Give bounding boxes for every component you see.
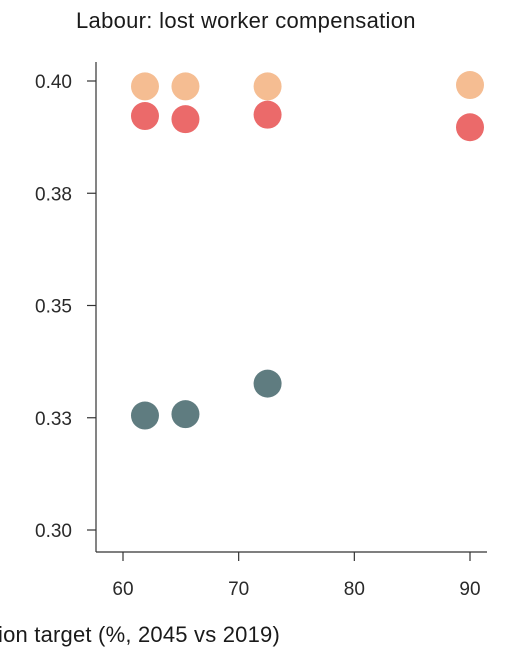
y-axis-ticks: 0.30 0.33 0.35 0.38 0.40 xyxy=(35,72,96,542)
y-tick-label: 0.35 xyxy=(35,297,72,318)
x-axis-label: ion target (%, 2045 vs 2019) xyxy=(0,622,280,647)
scatter-point xyxy=(253,72,282,101)
x-axis-ticks: 60 70 80 90 xyxy=(112,552,481,600)
y-tick-label: 0.40 xyxy=(35,72,72,93)
chart-title: Labour: lost worker compensation xyxy=(76,8,416,33)
x-tick-label: 60 xyxy=(112,579,133,600)
y-tick-label: 0.30 xyxy=(35,521,72,542)
scatter-point xyxy=(130,102,159,131)
scatter-point xyxy=(171,72,200,101)
scatter-point xyxy=(253,369,282,398)
x-tick-label: 90 xyxy=(459,579,480,600)
scatter-point xyxy=(253,100,282,129)
data-points xyxy=(130,71,484,430)
x-tick-label: 80 xyxy=(344,579,365,600)
scatter-point xyxy=(456,113,484,142)
scatter-point xyxy=(130,72,159,101)
y-tick-label: 0.38 xyxy=(35,184,72,205)
scatter-point xyxy=(130,401,159,430)
scatter-point xyxy=(171,400,200,429)
scatter-point xyxy=(171,105,200,134)
x-tick-label: 70 xyxy=(228,579,249,600)
scatter-point xyxy=(456,71,484,100)
y-tick-label: 0.33 xyxy=(35,409,72,430)
